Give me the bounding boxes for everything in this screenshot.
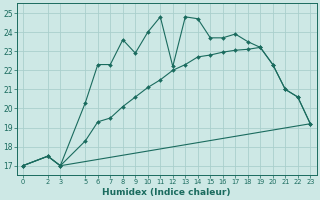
X-axis label: Humidex (Indice chaleur): Humidex (Indice chaleur): [102, 188, 231, 197]
